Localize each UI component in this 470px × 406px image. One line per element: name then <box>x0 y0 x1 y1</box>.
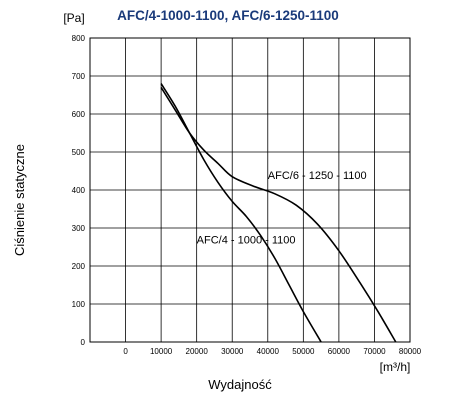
y-tick-label: 100 <box>72 300 86 309</box>
y-tick-label: 600 <box>72 110 86 119</box>
y-tick-label: 300 <box>72 224 86 233</box>
x-unit-label: [m³/h] <box>380 360 411 374</box>
chart-title: AFC/4-1000-1100, AFC/6-1250-1100 <box>117 8 339 23</box>
y-axis-label: Ciśnienie statyczne <box>12 144 27 256</box>
series-label-1: AFC/4 - 1000 - 1100 <box>197 234 296 246</box>
series-label-2: AFC/6 - 1250 - 1100 <box>268 170 367 182</box>
plot-frame <box>89 37 411 343</box>
x-tick-label: 30000 <box>221 347 244 356</box>
y-tick-label: 800 <box>72 34 86 43</box>
x-tick-label: 70000 <box>363 347 386 356</box>
x-tick-label: 80000 <box>399 347 422 356</box>
x-tick-label: 40000 <box>257 347 280 356</box>
y-tick-label: 400 <box>72 186 86 195</box>
x-tick-label: 0 <box>123 347 128 356</box>
x-tick-label: 10000 <box>150 347 173 356</box>
x-axis-label: Wydajność <box>208 377 272 392</box>
series-line-1 <box>160 83 322 343</box>
tick-labels: 0 100 200 300 400 500 600 700 800 0 10000 20000 3000… <box>72 34 422 356</box>
x-tick-label: 20000 <box>186 347 209 356</box>
x-tick-label: 50000 <box>292 347 315 356</box>
y-tick-label: 500 <box>72 148 86 157</box>
x-tick-label: 60000 <box>328 347 351 356</box>
y-tick-label: 200 <box>72 262 86 271</box>
y-tick-label: 700 <box>72 72 86 81</box>
grid-layer <box>90 38 410 342</box>
series-layer: AFC/4 - 1000 - 1100 AFC/6 - 1250 - 1100 <box>160 83 397 343</box>
y-unit-label: [Pa] <box>63 11 84 25</box>
series-line-2 <box>160 86 397 343</box>
y-tick-label: 0 <box>81 338 86 347</box>
